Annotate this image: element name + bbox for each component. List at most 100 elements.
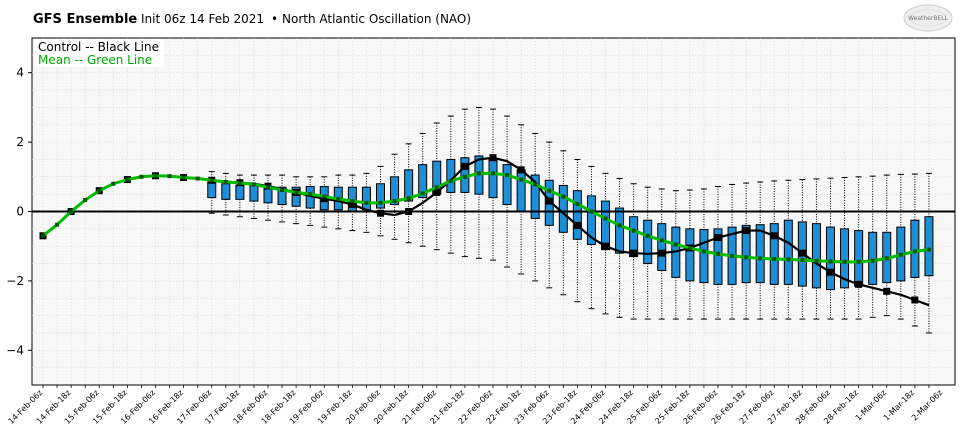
control-point <box>827 268 834 276</box>
mean-point <box>758 256 763 261</box>
chart-index-title: North Atlantic Oscillation (NAO) <box>282 12 471 26</box>
mean-point <box>561 194 566 199</box>
mean-point <box>336 197 341 202</box>
mean-point <box>406 196 411 201</box>
mean-point <box>294 190 299 195</box>
logo-text: WeatherBELL <box>908 15 949 22</box>
ensemble-box <box>685 228 695 282</box>
mean-point <box>912 249 917 254</box>
ensemble-box <box>404 169 414 202</box>
mean-point <box>533 182 538 187</box>
ensemble-box <box>769 223 779 285</box>
mean-point <box>223 180 228 185</box>
mean-point <box>814 258 819 263</box>
ensemble-box <box>868 231 878 285</box>
mean-point <box>139 174 144 179</box>
legend-control-label: Control -- Black Line <box>38 40 159 54</box>
ensemble-box <box>657 223 667 271</box>
ensemble-box <box>910 219 920 278</box>
mean-point <box>266 185 270 190</box>
mean-point <box>462 174 467 179</box>
mean-point <box>730 253 735 258</box>
mean-point <box>645 233 650 238</box>
mean-point <box>673 242 678 247</box>
ensemble-box <box>516 169 526 212</box>
control-point <box>433 188 441 196</box>
mean-point <box>842 259 847 264</box>
mean-point <box>322 194 327 199</box>
ensemble-box <box>390 176 400 206</box>
mean-point <box>575 201 580 206</box>
grid-lines <box>32 38 955 385</box>
y-tick-label: 4 <box>16 66 24 80</box>
mean-point <box>870 258 875 263</box>
mean-point <box>786 257 791 262</box>
mean-point <box>898 252 903 257</box>
ensemble-box <box>235 184 245 200</box>
mean-point <box>448 178 453 183</box>
mean-point <box>392 199 397 204</box>
mean-point <box>491 171 495 176</box>
mean-point <box>589 209 594 214</box>
control-point <box>798 249 806 257</box>
mean-point <box>378 200 383 205</box>
ensemble-box <box>586 195 596 245</box>
mean-point <box>181 175 186 180</box>
mean-point <box>111 181 116 186</box>
mean-point <box>476 171 481 176</box>
mean-point <box>505 173 510 178</box>
y-tick-label: −2 <box>6 274 24 288</box>
mean-point <box>209 178 214 183</box>
mean-point <box>83 198 88 203</box>
ensemble-box <box>361 186 371 211</box>
control-point <box>883 287 891 295</box>
mean-point <box>420 191 425 196</box>
legend: Control -- Black Line Mean -- Green Line <box>34 39 164 67</box>
mean-point <box>69 209 74 214</box>
mean-point <box>884 256 889 261</box>
mean-point <box>716 251 720 256</box>
chart-init-label: Init 06z 14 Feb 2021 <box>141 12 264 26</box>
ensemble-box <box>783 219 793 285</box>
mean-point <box>125 177 130 182</box>
ensemble-box <box>699 229 709 284</box>
ensemble-box <box>924 216 934 277</box>
mean-point <box>631 228 636 233</box>
mean-point <box>926 247 931 252</box>
y-tick-label: 2 <box>16 135 24 149</box>
ensemble-box <box>572 190 582 240</box>
mean-point <box>828 259 833 264</box>
ensemble-box <box>643 219 653 265</box>
x-axis-ticks: 14-Feb-06z14-Feb-18z15-Feb-06z15-Feb-18z… <box>7 385 944 426</box>
ensemble-box <box>291 186 301 207</box>
control-point <box>602 242 609 250</box>
series-lines <box>39 154 931 307</box>
chart-model-title: GFS Ensemble <box>33 12 137 27</box>
y-tick-label: −4 <box>6 343 24 357</box>
mean-point <box>603 216 608 221</box>
chart-title-separator: • <box>271 12 278 26</box>
y-axis-ticks: −4 −2 0 2 4 <box>6 66 32 357</box>
ensemble-box <box>811 223 821 289</box>
mean-point <box>97 188 102 193</box>
mean-point <box>434 185 439 190</box>
mean-point <box>617 223 622 228</box>
ensemble-box <box>854 230 864 287</box>
weatherbell-logo: WeatherBELL <box>903 4 953 32</box>
mean-point <box>547 188 552 193</box>
control-point <box>911 296 919 304</box>
ensemble-box <box>601 200 610 251</box>
control-point <box>545 197 553 205</box>
ensemble-box <box>755 224 765 284</box>
mean-point <box>856 259 861 264</box>
ensemble-box <box>446 158 456 193</box>
control-point <box>489 154 497 162</box>
control-point <box>461 162 469 170</box>
control-point <box>405 208 413 215</box>
ensemble-box <box>249 184 259 202</box>
ensemble-whiskers <box>208 106 932 334</box>
mean-point <box>251 182 256 187</box>
mean-point <box>364 200 369 205</box>
ensemble-box <box>741 224 751 284</box>
